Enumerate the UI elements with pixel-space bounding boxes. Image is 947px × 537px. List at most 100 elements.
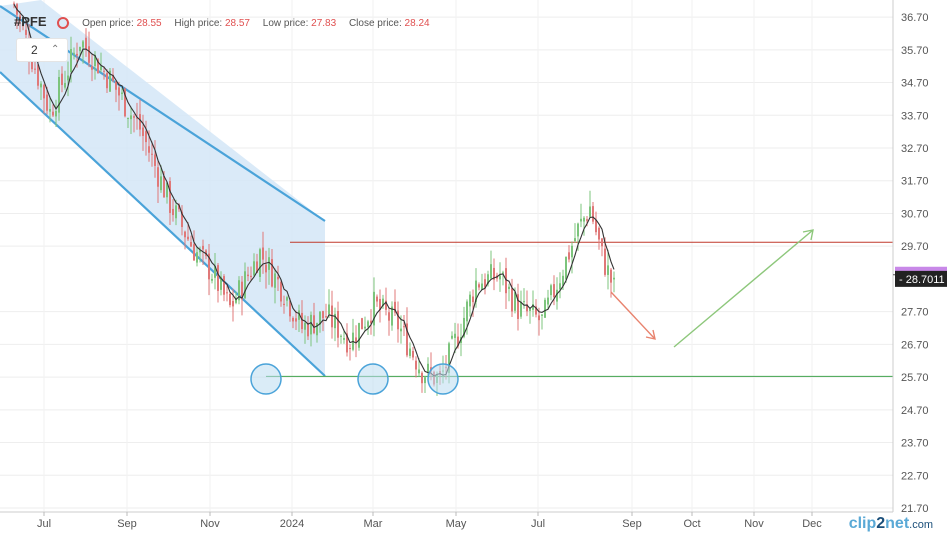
candle-body (334, 313, 336, 329)
candle-body (238, 280, 240, 301)
candle-body (502, 272, 504, 274)
candle-body (91, 66, 93, 70)
candle-body (553, 284, 555, 298)
candle-body (370, 320, 372, 324)
high-value: 28.57 (224, 18, 250, 29)
arrow-up-head (802, 229, 814, 241)
candle-body (478, 284, 480, 288)
candle-body (274, 273, 276, 288)
candle-body (301, 312, 303, 330)
x-tick-label: Sep (622, 518, 642, 530)
candle-body (82, 41, 84, 48)
candle-body (127, 117, 129, 119)
candle-body (259, 249, 261, 277)
open-value: 28.55 (136, 18, 162, 29)
horizontal-levels (266, 241, 893, 377)
candle-body (556, 289, 558, 302)
candle-body (310, 314, 312, 335)
candle-body (280, 281, 282, 302)
indicator-selector[interactable]: 2 ⌃ (16, 38, 68, 62)
candle-body (64, 82, 66, 88)
candle-body (364, 326, 366, 329)
candle-body (262, 247, 264, 260)
candle-body (457, 336, 459, 347)
candle-body (613, 277, 615, 280)
candle-body (55, 110, 57, 117)
candle-body (367, 321, 369, 327)
candle-body (265, 264, 267, 273)
candle-body (181, 211, 183, 227)
x-tick-label: Nov (744, 518, 764, 530)
candle-body (163, 176, 165, 198)
x-tick-label: Sep (117, 518, 137, 530)
candle-body (409, 348, 411, 356)
candle-body (400, 328, 402, 332)
candle-body (598, 227, 600, 240)
candle-body (277, 276, 279, 280)
candle-body (196, 252, 198, 263)
candle-body (391, 306, 393, 326)
candle-body (286, 297, 288, 301)
candle-body (349, 348, 351, 350)
candle-body (94, 54, 96, 67)
selector-value: 2 (31, 43, 38, 57)
candle-body (331, 305, 333, 328)
candle-body (70, 49, 72, 73)
candle-body (373, 291, 375, 326)
candle-body (451, 335, 453, 339)
channel-fill (0, 0, 325, 376)
candle-body (175, 205, 177, 219)
x-axis: Jul Sep Nov 2024 Mar May Jul Sep Oct Nov Dec (37, 512, 822, 530)
arrow-down-line (610, 291, 656, 340)
candle-body (340, 335, 342, 337)
candle-body (379, 298, 381, 310)
high-label: High price: (174, 18, 223, 29)
candle-body (202, 245, 204, 250)
support-circle (250, 363, 282, 395)
candle-body (562, 275, 564, 286)
candle-body (46, 94, 48, 111)
y-tick-label: 25.70 (901, 372, 929, 384)
candle-body (580, 218, 582, 222)
y-tick-label: 36.70 (901, 12, 929, 24)
candle-body (193, 244, 195, 261)
candle-body (337, 310, 339, 338)
candle-body (250, 275, 252, 277)
x-tick-label: Jul (37, 518, 51, 530)
y-tick-label: 34.70 (901, 78, 929, 90)
candle-body (178, 204, 180, 210)
candle-body (325, 316, 327, 318)
candle-body (415, 360, 417, 370)
y-tick-label: 26.70 (901, 339, 929, 351)
candle-body (568, 252, 570, 260)
candle-body (571, 245, 573, 258)
candle-body (475, 280, 477, 302)
candle-body (49, 108, 51, 112)
candle-body (298, 310, 300, 320)
candle-body (283, 303, 285, 306)
candle-body (454, 333, 456, 338)
candle-body (463, 317, 465, 337)
candle-body (514, 292, 516, 311)
candle-body (97, 59, 99, 74)
candle-body (490, 264, 492, 279)
marker-price-text: - 28.7011 (899, 274, 945, 286)
candle-body (361, 318, 363, 330)
candle-body (130, 115, 132, 120)
candle-body (448, 343, 450, 373)
marker-price-tag (895, 270, 947, 287)
y-tick-label: 21.70 (901, 503, 929, 515)
low-label: Low price: (262, 18, 309, 29)
candle-body (592, 206, 594, 222)
x-tick-label: Nov (200, 518, 220, 530)
candle-body (394, 301, 396, 313)
candle-body (319, 311, 321, 325)
candle-body (19, 15, 21, 20)
candle-body (487, 274, 489, 285)
candle-body (412, 350, 414, 358)
candle-body (535, 306, 537, 315)
support-circle (357, 363, 389, 395)
candle-body (142, 127, 144, 136)
candle-body (307, 323, 309, 337)
clock-icon[interactable] (57, 17, 70, 30)
